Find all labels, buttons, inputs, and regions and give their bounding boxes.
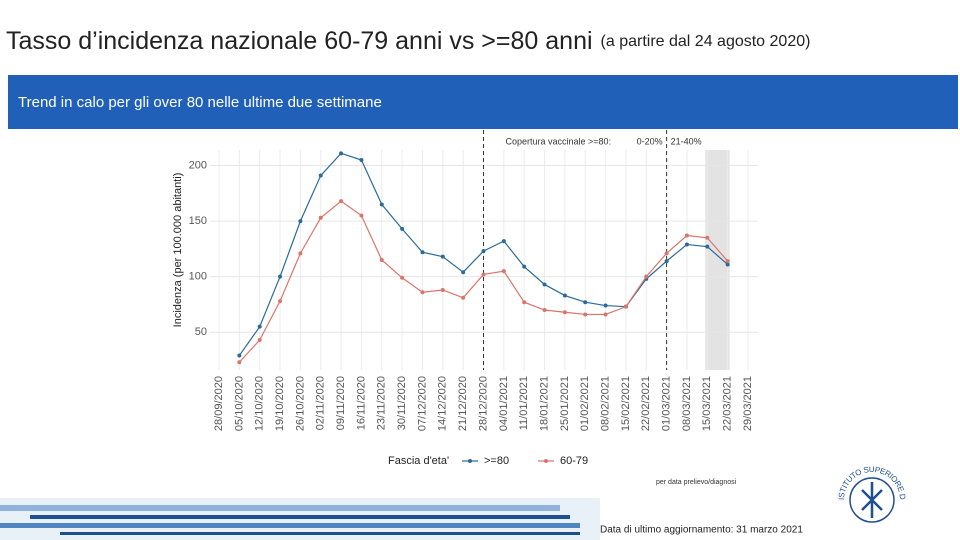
footer: Data di ultimo aggiornamento: 31 marzo 2… — [600, 525, 803, 536]
point — [562, 293, 567, 298]
point — [583, 300, 588, 305]
x-tick-label: 19/10/2020 — [274, 376, 286, 431]
decor-stripes — [0, 498, 600, 540]
point — [725, 262, 730, 267]
x-tick-label: 15/02/2021 — [620, 376, 632, 431]
point — [664, 251, 669, 256]
x-tick-label: 01/02/2021 — [579, 376, 591, 431]
point — [684, 233, 689, 238]
point — [603, 312, 608, 317]
point — [318, 173, 323, 178]
x-tick-label: 01/03/2021 — [661, 376, 673, 431]
point — [481, 272, 486, 277]
x-tick-label: 07/12/2020 — [416, 376, 428, 431]
point — [400, 275, 405, 280]
y-tick-label: 200 — [189, 159, 207, 171]
shade-band — [705, 150, 730, 370]
x-tick-label: 21/12/2020 — [457, 376, 469, 431]
point — [278, 299, 283, 304]
point — [339, 151, 344, 156]
point — [481, 249, 486, 254]
y-tick-label: 150 — [189, 215, 207, 227]
point — [705, 244, 710, 249]
point — [461, 270, 466, 275]
y-tick-label: 50 — [195, 326, 207, 338]
banner-text: Trend in calo per gli over 80 nelle ulti… — [18, 94, 382, 111]
point — [644, 274, 649, 279]
x-tick-label: 29/03/2021 — [742, 376, 754, 431]
x-tick-label: 28/12/2020 — [477, 376, 489, 431]
point — [420, 250, 425, 255]
point — [522, 264, 527, 269]
legend-title: Fascia d'eta' — [388, 455, 449, 467]
point — [440, 288, 445, 292]
x-tick-label: 25/01/2021 — [559, 376, 571, 431]
point — [705, 235, 710, 240]
x-tick-label: 22/02/2021 — [640, 376, 652, 431]
point — [522, 300, 527, 305]
point — [623, 304, 628, 309]
x-tick-label: 16/11/2020 — [355, 376, 367, 430]
x-tick-label: 14/12/2020 — [437, 376, 449, 431]
x-tick-label: 26/10/2020 — [294, 376, 306, 431]
point — [379, 258, 384, 262]
point — [339, 199, 344, 204]
point — [562, 310, 567, 315]
point — [359, 158, 364, 162]
x-tick-label: 08/03/2021 — [681, 376, 693, 431]
x-tick-label: 02/11/2020 — [315, 376, 327, 430]
legend-dot — [468, 459, 472, 463]
point — [664, 259, 669, 264]
annotation-range: 21-40% — [671, 136, 702, 146]
point — [420, 290, 425, 295]
point — [461, 295, 466, 300]
x-tick-label: 30/11/2020 — [396, 376, 408, 430]
x-tick-label: 05/10/2020 — [233, 376, 245, 431]
x-tick-label: 23/11/2020 — [376, 376, 388, 430]
point — [257, 324, 262, 329]
point — [359, 213, 364, 218]
banner — [8, 75, 958, 129]
x-tick-label: 09/11/2020 — [335, 376, 347, 430]
legend-dot — [544, 459, 548, 463]
point — [725, 259, 730, 264]
point — [298, 219, 303, 224]
x-tick-label: 28/09/2020 — [213, 376, 225, 431]
annotation-label: Copertura vaccinale >=80: — [506, 136, 612, 146]
x-tick-label: 18/01/2021 — [538, 376, 550, 431]
title-sub: (a partire dal 24 agosto 2020) — [601, 33, 811, 50]
point — [501, 239, 506, 244]
chart: 50 100 150 200 Incidenza (per 100.000 abitan… — [172, 130, 758, 467]
annotation-range: 0-20% — [637, 136, 663, 146]
y-tick-label: 100 — [189, 271, 207, 283]
point — [542, 282, 547, 287]
point — [440, 254, 445, 259]
point — [400, 226, 405, 231]
point — [257, 338, 262, 342]
legend-label: 60-79 — [560, 455, 588, 467]
title: Tasso d’incidenza nazionale 60-79 anni v… — [6, 27, 810, 55]
point — [237, 353, 242, 358]
x-tick-label: 15/03/2021 — [701, 376, 713, 431]
point — [278, 274, 283, 279]
title-main: Tasso d’incidenza nazionale 60-79 anni v… — [6, 27, 593, 55]
legend-label: >=80 — [484, 455, 509, 467]
y-axis-label: Incidenza (per 100.000 abitanti) — [172, 173, 184, 328]
point — [237, 360, 242, 365]
point — [542, 308, 547, 312]
point — [318, 215, 323, 220]
point — [379, 202, 384, 207]
note: per data prelievo/diagnosi — [656, 479, 737, 486]
point — [603, 303, 608, 308]
point — [583, 312, 588, 317]
x-tick-label: 11/01/2021 — [518, 376, 530, 430]
x-tick-label: 22/03/2021 — [722, 376, 734, 431]
x-tick-label: 04/01/2021 — [498, 376, 510, 431]
x-tick-label: 08/02/2021 — [599, 376, 611, 431]
point — [684, 242, 689, 247]
point — [298, 251, 303, 256]
point — [501, 269, 506, 274]
x-tick-label: 12/10/2020 — [254, 376, 266, 431]
